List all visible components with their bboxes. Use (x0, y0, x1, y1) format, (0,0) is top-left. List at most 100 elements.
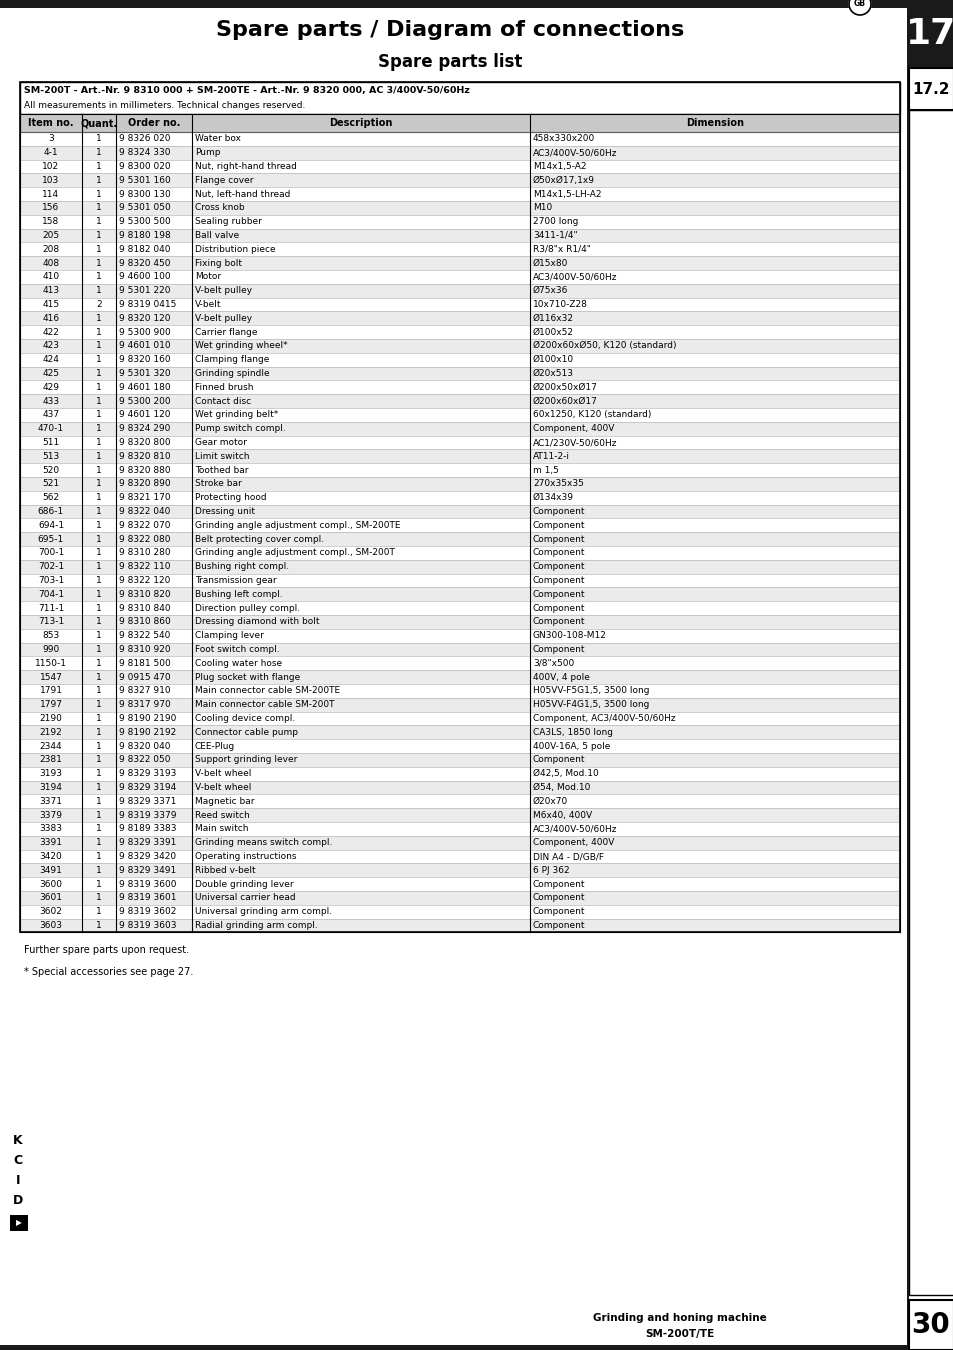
Text: 1: 1 (96, 397, 102, 405)
Text: I: I (16, 1173, 20, 1187)
Text: 9 8320 160: 9 8320 160 (119, 355, 171, 364)
Text: Ø54, Mod.10: Ø54, Mod.10 (533, 783, 590, 792)
Text: 1: 1 (96, 810, 102, 819)
Bar (20, 228, 899, 243)
Text: 9 8322 540: 9 8322 540 (119, 632, 171, 640)
Text: 1: 1 (96, 783, 102, 792)
Bar (20, 740, 899, 753)
Bar (20, 698, 899, 711)
Text: 1: 1 (96, 714, 102, 724)
Text: Gear motor: Gear motor (194, 437, 247, 447)
Text: 9 8319 3600: 9 8319 3600 (119, 880, 176, 888)
Text: Component, AC3/400V-50/60Hz: Component, AC3/400V-50/60Hz (533, 714, 675, 724)
Text: Component: Component (533, 756, 585, 764)
Bar (20, 188, 899, 201)
Bar (20, 643, 899, 656)
Bar (20, 574, 899, 587)
Bar (20, 215, 899, 228)
Text: V-belt wheel: V-belt wheel (194, 783, 251, 792)
Text: 9 8320 040: 9 8320 040 (119, 741, 171, 751)
Text: Item no.: Item no. (29, 117, 73, 128)
Text: 9 8319 3602: 9 8319 3602 (119, 907, 176, 917)
Text: Ø100x52: Ø100x52 (533, 328, 574, 336)
Text: Bushing right compl.: Bushing right compl. (194, 562, 289, 571)
Text: Cooling device compl.: Cooling device compl. (194, 714, 294, 724)
Bar (20, 849, 899, 864)
Text: 410: 410 (42, 273, 59, 281)
Text: 1: 1 (96, 907, 102, 917)
Bar (20, 780, 899, 794)
Text: 1: 1 (96, 756, 102, 764)
Text: 10x710-Z28: 10x710-Z28 (533, 300, 587, 309)
Text: C: C (13, 1153, 23, 1166)
Text: 3194: 3194 (39, 783, 62, 792)
Text: Component: Component (533, 603, 585, 613)
Bar (908, 109, 953, 1295)
Text: 1: 1 (96, 259, 102, 267)
Text: 423: 423 (43, 342, 59, 351)
Text: 1: 1 (96, 796, 102, 806)
Text: 1: 1 (96, 576, 102, 585)
Text: R3/8"x R1/4": R3/8"x R1/4" (533, 244, 590, 254)
Text: Wet grinding belt*: Wet grinding belt* (194, 410, 278, 420)
Text: 1: 1 (96, 672, 102, 682)
Text: 9 5300 500: 9 5300 500 (119, 217, 171, 227)
Bar (20, 132, 899, 146)
Text: 2381: 2381 (39, 756, 62, 764)
Text: 9 8320 880: 9 8320 880 (119, 466, 171, 475)
Bar (20, 477, 899, 491)
Text: 1: 1 (96, 273, 102, 281)
Text: M10: M10 (533, 204, 552, 212)
Bar (20, 601, 899, 616)
Text: 2: 2 (96, 300, 102, 309)
Text: 424: 424 (43, 355, 59, 364)
Text: Nut, left-hand thread: Nut, left-hand thread (194, 189, 290, 198)
Bar (20, 616, 899, 629)
Text: 9 8189 3383: 9 8189 3383 (119, 825, 176, 833)
Text: Radial grinding arm compl.: Radial grinding arm compl. (194, 921, 317, 930)
Text: 1150-1: 1150-1 (35, 659, 67, 668)
Text: 711-1: 711-1 (38, 603, 64, 613)
Bar (20, 450, 899, 463)
Text: 9 8319 0415: 9 8319 0415 (119, 300, 176, 309)
Text: K: K (13, 1134, 23, 1146)
Text: Component: Component (533, 535, 585, 544)
Bar (20, 312, 899, 325)
Text: D: D (12, 1193, 23, 1207)
Text: Dressing diamond with bolt: Dressing diamond with bolt (194, 617, 319, 626)
Text: Spare parts list: Spare parts list (377, 53, 521, 72)
Text: 9 8329 3371: 9 8329 3371 (119, 796, 176, 806)
Text: 3391: 3391 (39, 838, 63, 848)
Text: 9 8319 3603: 9 8319 3603 (119, 921, 176, 930)
Text: 2700 long: 2700 long (533, 217, 578, 227)
Bar (20, 243, 899, 256)
Text: 1: 1 (96, 479, 102, 489)
Text: 1: 1 (96, 562, 102, 571)
Text: 9 8321 170: 9 8321 170 (119, 493, 171, 502)
Text: 9 8322 110: 9 8322 110 (119, 562, 171, 571)
Text: Clamping lever: Clamping lever (194, 632, 264, 640)
Text: 9 8320 890: 9 8320 890 (119, 479, 171, 489)
Text: 9 8181 500: 9 8181 500 (119, 659, 171, 668)
Circle shape (848, 0, 870, 15)
Text: 9 8320 120: 9 8320 120 (119, 313, 171, 323)
Text: Ø20x513: Ø20x513 (533, 369, 574, 378)
Text: 694-1: 694-1 (38, 521, 64, 529)
Bar (20, 256, 899, 270)
Text: GN300-108-M12: GN300-108-M12 (533, 632, 606, 640)
Text: 9 8190 2192: 9 8190 2192 (119, 728, 176, 737)
Text: 9 8322 120: 9 8322 120 (119, 576, 171, 585)
Text: 1: 1 (96, 369, 102, 378)
Text: 703-1: 703-1 (38, 576, 64, 585)
Text: 9 8319 3379: 9 8319 3379 (119, 810, 176, 819)
Text: Pump switch compl.: Pump switch compl. (194, 424, 286, 433)
Text: 9 8322 070: 9 8322 070 (119, 521, 171, 529)
Text: 470-1: 470-1 (38, 424, 64, 433)
Text: 437: 437 (42, 410, 59, 420)
Bar (20, 505, 899, 518)
Bar (20, 201, 899, 215)
Text: Ø42,5, Mod.10: Ø42,5, Mod.10 (533, 769, 598, 778)
Text: 1: 1 (96, 204, 102, 212)
Text: 1: 1 (96, 493, 102, 502)
Bar (20, 113, 899, 132)
